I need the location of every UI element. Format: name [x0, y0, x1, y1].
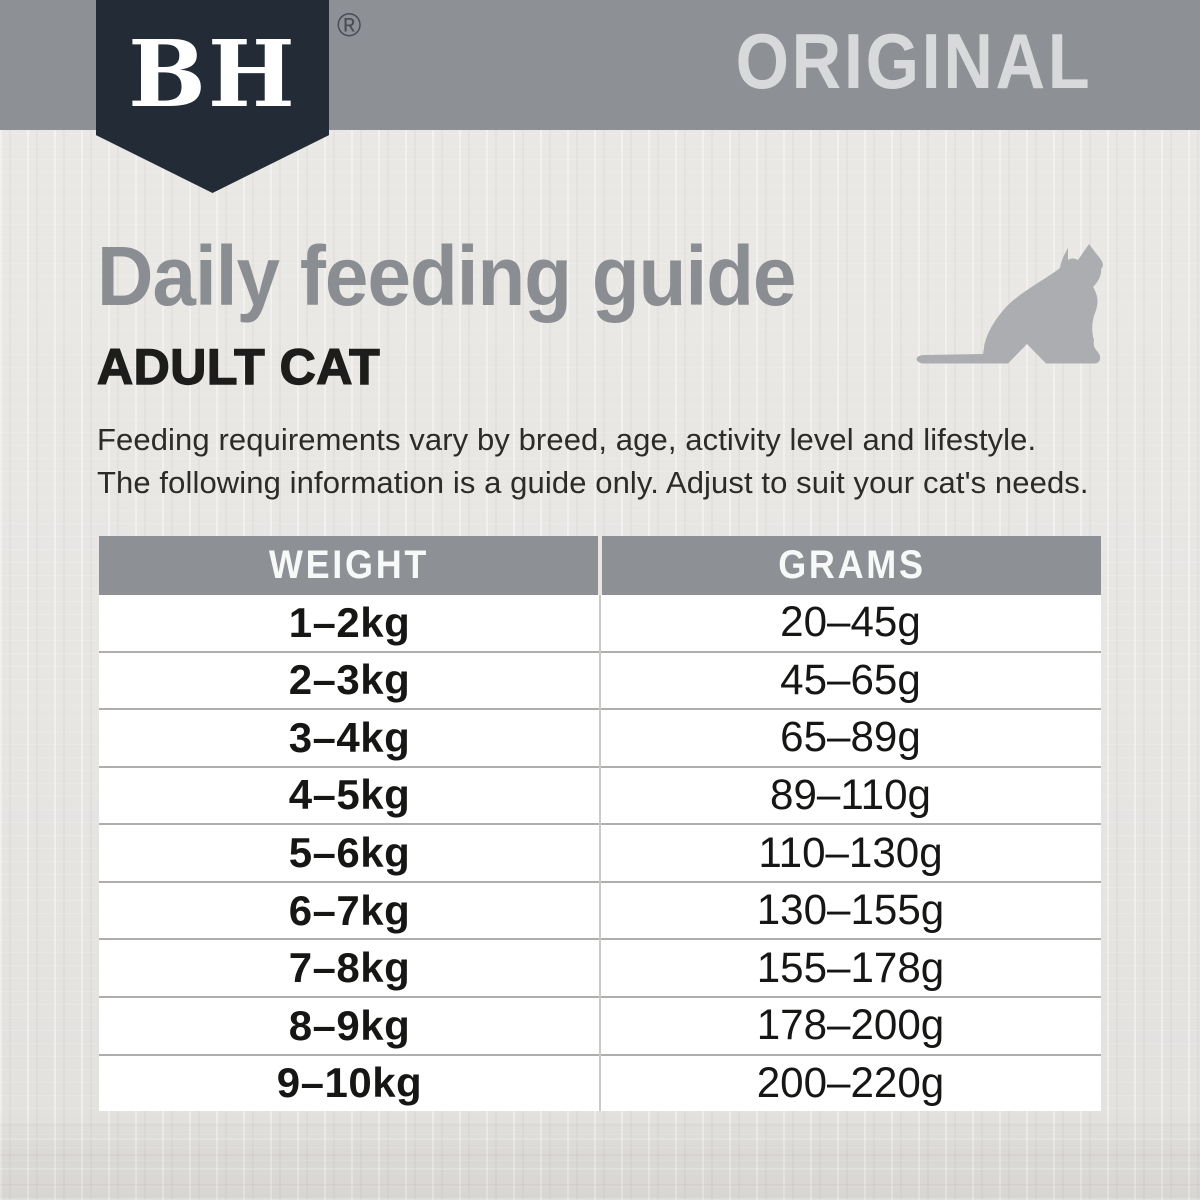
grams-cell: 20–45g [780, 598, 921, 647]
grams-cell: 89–110g [770, 770, 931, 819]
cat-silhouette-icon [916, 244, 1103, 364]
registered-trademark-symbol: ® [337, 6, 362, 43]
weight-cell: 9–10kg [276, 1059, 423, 1107]
weight-cell: 1–2kg [288, 598, 411, 646]
feeding-table: WEIGHT GRAMS 1–2kg 20–45g 2–3kg 45–65g 3… [99, 536, 1101, 1112]
grams-cell: 200–220g [756, 1058, 945, 1107]
feeding-description-line1: Feeding requirements vary by breed, age,… [97, 422, 1037, 457]
grams-cell: 155–178g [756, 943, 945, 992]
weight-cell: 6–7kg [288, 886, 411, 934]
weight-cell: 2–3kg [288, 656, 411, 704]
page-title: Daily feeding guide [97, 229, 796, 323]
grams-cell: 178–200g [756, 1001, 945, 1050]
brand-logo-text: BH [128, 20, 297, 128]
feeding-description: Feeding requirements vary by breed, age,… [97, 418, 1089, 504]
column-header-grams: GRAMS [602, 536, 1101, 595]
weight-cell: 8–9kg [288, 1001, 411, 1049]
weight-cell: 5–6kg [288, 829, 411, 877]
weight-cell: 3–4kg [288, 713, 411, 761]
weight-cell: 4–5kg [288, 771, 411, 819]
grams-cell: 45–65g [780, 655, 921, 704]
grams-cell: 65–89g [780, 713, 921, 762]
brand-logo-banner: BH [96, 0, 329, 193]
pet-type-heading: ADULT CAT [96, 338, 381, 395]
grams-cell: 130–155g [756, 886, 945, 935]
feeding-description-line2: The following information is a guide onl… [97, 465, 1089, 500]
feeding-table-body: 1–2kg 20–45g 2–3kg 45–65g 3–4kg 65–89g 4… [99, 595, 1101, 1112]
grams-cell: 110–130g [758, 828, 943, 877]
feeding-table-header: WEIGHT GRAMS [99, 536, 1101, 595]
weight-cell: 7–8kg [288, 944, 411, 992]
table-row: 1–2kg 20–45g [99, 595, 1101, 651]
table-column-divider [599, 595, 601, 1111]
product-variant-label: ORIGINAL [735, 16, 1092, 105]
column-header-weight: WEIGHT [99, 536, 598, 595]
